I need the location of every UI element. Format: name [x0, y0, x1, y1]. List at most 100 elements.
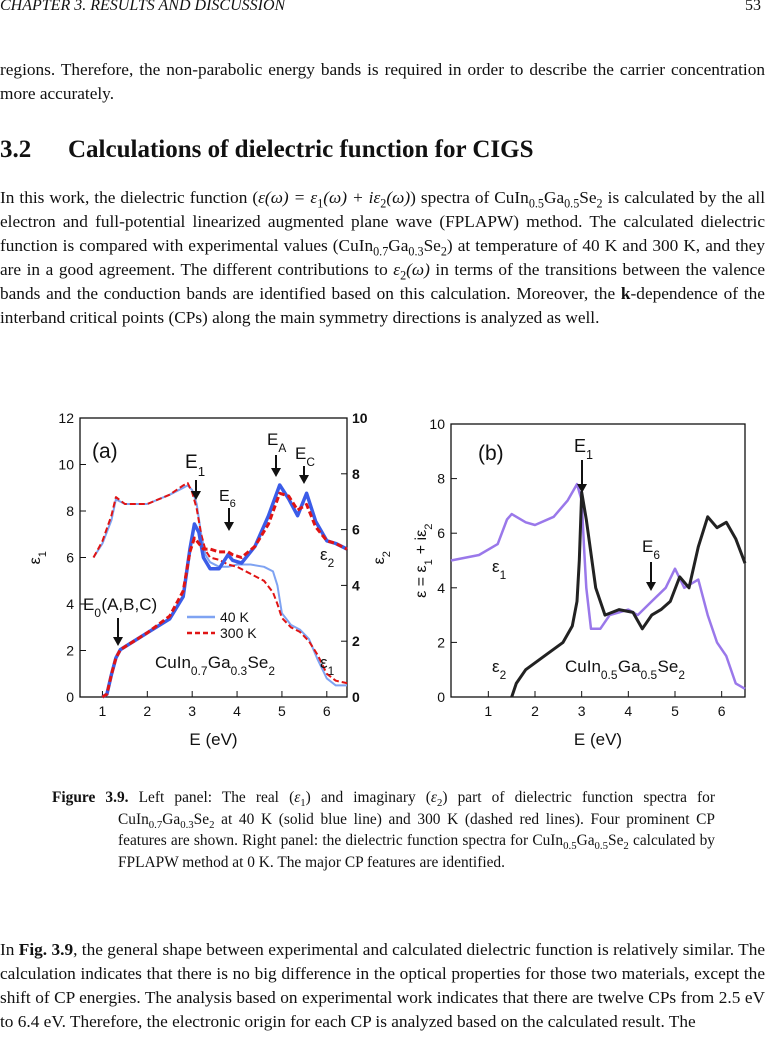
y-tick-label: 12 [58, 410, 74, 426]
series-line [101, 491, 348, 699]
text-run: Se [248, 653, 269, 672]
text-run: regions. Therefore, the non-parabolic en… [0, 60, 765, 103]
annotation: E1 [185, 452, 206, 479]
figure-label: Figure 3.9. [52, 789, 129, 806]
text-run: E [267, 430, 278, 449]
text-run: ) and imaginary ( [305, 789, 431, 806]
y2-tick-label: 8 [352, 466, 360, 482]
annotation: (b) [478, 442, 504, 465]
y2-tick-label: 0 [352, 689, 360, 705]
paragraph: In this work, the dielectric function (ε… [0, 186, 765, 330]
text-run: E [574, 436, 586, 456]
page-number: 53 [745, 0, 761, 14]
text-run: Ga [576, 832, 595, 849]
text-run: ε [430, 789, 437, 806]
subscript: 2 [678, 668, 685, 682]
text-run: ) spectra of CuIn [410, 188, 529, 207]
text-run: 2 [380, 196, 387, 211]
text-run: (ω) [386, 188, 411, 207]
annotation: E6 [219, 488, 236, 510]
y-tick-label: 4 [437, 580, 445, 596]
text-run: Left panel: The real ( [128, 789, 295, 806]
text-run: Se [658, 657, 679, 676]
annotation: CuIn0.7 Ga0.3 Se2 [155, 653, 275, 678]
text-run: ε [393, 260, 401, 279]
text-run: ε(ω) = ε [258, 188, 318, 207]
text-run: ε [320, 653, 328, 672]
x-tick-label: 1 [484, 703, 492, 719]
subscript: 0.3 [231, 664, 248, 678]
subscript: A [278, 441, 286, 455]
text-run: 0.5 [528, 196, 544, 211]
series-line [510, 490, 747, 698]
text-run: (ω) [406, 260, 430, 279]
arrow-head [577, 484, 587, 493]
text-run: Ga [162, 810, 181, 828]
text-run: Ga [208, 653, 231, 672]
arrow-head [191, 491, 201, 500]
legend-label: 300 K [220, 625, 257, 641]
text-run: Se [423, 236, 441, 255]
text-run: Se [608, 832, 624, 849]
text-run: 0.5 [564, 196, 580, 211]
subscript: 1 [500, 568, 507, 582]
text-run: (b) [478, 442, 504, 465]
text-run: E [295, 444, 306, 463]
y2-tick-label: 4 [352, 577, 360, 593]
text-run: (a) [92, 440, 118, 463]
annotation: EA [267, 430, 287, 455]
subscript: 2 [381, 551, 393, 557]
text-run: 2 [436, 797, 443, 810]
y-tick-label: 0 [437, 689, 445, 705]
y-tick-label: 8 [66, 503, 74, 519]
arrow-head [299, 475, 309, 484]
text-run: ε = ε [413, 565, 430, 598]
text-run: 2 [209, 818, 215, 831]
text-run: is calculated by the all electron and fu… [0, 188, 765, 255]
y-axis-label: ε = ε1 + iε2 [413, 523, 435, 598]
section-title: Calculations of dielectric function for … [68, 136, 534, 163]
x-tick-label: 3 [188, 703, 196, 719]
y-tick-label: 10 [58, 457, 74, 473]
x-tick-label: 6 [718, 703, 726, 719]
text-run: Ga [388, 236, 409, 255]
y-tick-label: 6 [66, 550, 74, 566]
x-tick-label: 4 [624, 703, 632, 719]
subscript: 1 [198, 464, 205, 479]
x-tick-label: 6 [323, 703, 331, 719]
text-run: ) part of dielectric function spectra fo… [118, 789, 715, 828]
text-run: Ga [543, 188, 565, 207]
text-run: 2 [623, 840, 629, 853]
text-run: , the general shape between experimental… [0, 940, 765, 1031]
text-run: ε [492, 657, 500, 676]
text-run: ε [27, 557, 44, 564]
y2-axis-label: ε2 [371, 551, 393, 565]
y-tick-label: 4 [66, 596, 74, 612]
subscript: 0.5 [641, 668, 658, 682]
text-run: -dependence of the interband critical po… [0, 284, 765, 327]
x-tick-label: 4 [233, 703, 241, 719]
text-run: In this work, the dielectric function ( [0, 188, 259, 207]
x-tick-label: 2 [143, 703, 151, 719]
y-tick-label: 6 [437, 525, 445, 541]
arrow-head [224, 522, 234, 531]
text-run: ) at temperature of 40 K and 300 K, and … [0, 236, 765, 279]
annotation: ε2 [320, 545, 335, 570]
subscript: 0.7 [191, 664, 208, 678]
paragraph: regions. Therefore, the non-parabolic en… [0, 58, 765, 106]
annotation: EC [295, 444, 315, 469]
text-run: In [0, 940, 19, 959]
text-run: E [642, 537, 653, 556]
subscript: 1 [423, 559, 435, 565]
subscript: C [306, 455, 315, 469]
arrow-head [646, 582, 656, 591]
text-run: ε [320, 545, 328, 564]
text-run: (A,B,C) [101, 595, 157, 614]
text-run: CuIn [155, 653, 191, 672]
text-run: 2 [400, 268, 407, 283]
series-line [92, 482, 348, 685]
subscript: 6 [653, 548, 660, 562]
arrow-head [271, 468, 281, 477]
